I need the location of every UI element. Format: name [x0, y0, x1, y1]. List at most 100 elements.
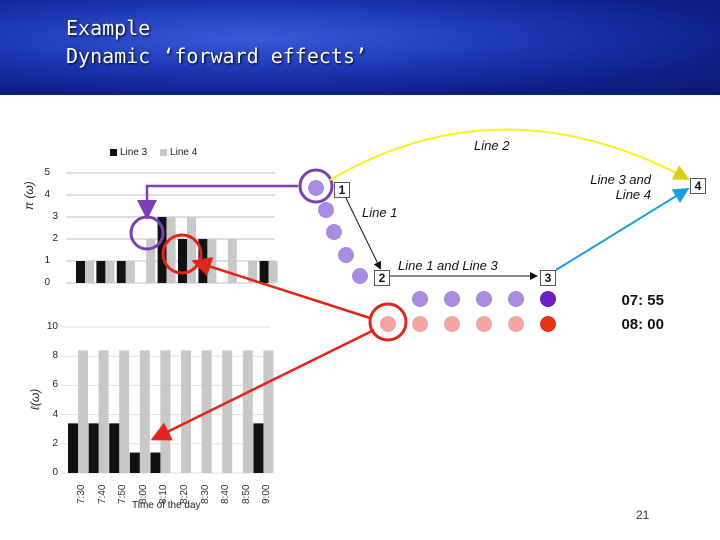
badge-3: 3: [540, 270, 556, 286]
label-line2: Line 2: [474, 138, 510, 153]
label-line1-and-line3: Line 1 and Line 3: [398, 258, 498, 273]
black-arrow-line1: [341, 189, 381, 270]
purple-dot: [318, 202, 334, 218]
top-bar-line4: [248, 261, 258, 283]
bottom-bar-line4: [181, 350, 191, 473]
bottom-chart-xtick: 7:30: [76, 484, 87, 504]
bottom-bar-line3: [129, 452, 140, 473]
red-target-ring-top: [161, 233, 203, 275]
top-chart-ytick: 2: [52, 233, 58, 244]
bottom-chart-xtick: 7:50: [117, 484, 129, 504]
bottom-bar-line4: [119, 350, 130, 473]
pink-dot: [412, 316, 428, 332]
bottom-chart-xtick: 9:00: [261, 484, 273, 504]
top-bar-line4: [187, 217, 196, 283]
bottom-chart-xtick: 8:30: [199, 484, 211, 504]
purple-dot: [352, 268, 368, 284]
bottom-chart-ytick: 0: [52, 467, 58, 478]
red-connector-arrow-bottom: [150, 328, 375, 441]
bottom-chart-xlabel: Time of the day: [132, 500, 201, 511]
pink-dot: [380, 316, 396, 332]
bottom-chart-xtick: 8:40: [220, 484, 232, 504]
bottom-chart-ytick: 10: [46, 321, 58, 332]
label-line1: Line 1: [362, 205, 398, 220]
time-label-0800: 08: 00: [621, 316, 664, 333]
legend-swatch-line4: [160, 149, 168, 156]
bottom-bar-line4: [78, 350, 88, 473]
pink-dot: [444, 316, 460, 332]
badge-1: 1: [334, 182, 350, 198]
yellow-arrow-line2: [329, 128, 690, 181]
bottom-bar-line4: [242, 350, 253, 473]
chart-legend: Line 3 Line 4: [110, 147, 197, 158]
legend-label-line4: Line 4: [170, 147, 198, 158]
red-dot-dark: [540, 316, 556, 332]
slide-title-line2: Dynamic ‘forward effects’: [66, 44, 368, 68]
bottom-chart-ytick: 4: [52, 408, 58, 420]
top-bar-line4: [166, 217, 176, 283]
purple-highlight-ring: [298, 168, 334, 204]
purple-dot: [508, 291, 524, 307]
bottom-bar-line3: [68, 423, 78, 473]
blue-arrow-line3-line4: [555, 187, 690, 271]
purple-dot: [338, 247, 354, 263]
bottom-chart-ytick: 6: [52, 379, 58, 391]
bottom-bar-line4: [222, 350, 233, 473]
top-chart-ylabel: π (ω): [22, 181, 36, 210]
bottom-bar-line4: [98, 350, 109, 473]
bottom-chart-ytick: 8: [52, 350, 58, 362]
label-line3-and-line4: Line 3 and Line 4: [585, 172, 651, 202]
bottom-chart-xtick: 8:50: [240, 484, 252, 504]
top-bar-line4: [227, 239, 237, 283]
top-chart-ytick: 1: [44, 255, 50, 266]
top-bar-line3: [96, 261, 106, 283]
bottom-bar-line4: [139, 350, 150, 473]
top-bar-line4: [105, 261, 115, 283]
bottom-bar-line3: [88, 423, 99, 473]
purple-dot: [476, 291, 492, 307]
top-bar-line3: [116, 261, 126, 283]
top-chart-ytick: 5: [44, 167, 50, 178]
top-bar-line4: [207, 239, 217, 283]
legend-label-line3: Line 3: [120, 147, 148, 158]
slide-title: Example Dynamic ‘forward effects’: [66, 14, 367, 70]
bottom-bar-line4: [160, 350, 171, 473]
label-line3-and-line4-b: Line 4: [615, 187, 651, 202]
label-line3-and-line4-a: Line 3 and: [590, 172, 651, 187]
top-bar-line3: [259, 261, 269, 283]
top-chart-ytick: 0: [44, 277, 50, 288]
slide-number: 21: [636, 508, 650, 522]
red-connector-arrow-top: [191, 257, 371, 320]
time-label-0755: 07: 55: [621, 292, 664, 309]
bottom-chart-ytick: 2: [52, 437, 58, 449]
purple-dot: [326, 224, 342, 240]
bottom-bar-line3: [253, 423, 264, 473]
pink-dot: [508, 316, 524, 332]
top-bar-line4: [85, 261, 94, 283]
badge-4: 4: [690, 178, 706, 194]
top-bar-line4: [146, 239, 156, 283]
bottom-chart-ylabel: ℓ(ω): [28, 388, 42, 410]
red-highlight-ring: [368, 302, 408, 342]
top-chart-ytick: 4: [44, 189, 50, 200]
purple-dot-dark: [540, 291, 556, 307]
purple-connector-arrow: [137, 184, 298, 220]
bottom-bar-line3: [109, 423, 120, 473]
badge-2: 2: [374, 270, 390, 286]
top-bar-line4: [125, 261, 135, 283]
purple-dot: [444, 291, 460, 307]
purple-dot: [308, 180, 324, 196]
bottom-bar-line4: [263, 350, 274, 473]
top-chart-ytick: 3: [52, 211, 58, 222]
slide-title-line1: Example: [66, 16, 151, 40]
pink-dot: [476, 316, 492, 332]
title-banner: [0, 0, 720, 95]
bottom-chart-xtick: 7:40: [96, 484, 108, 504]
top-bar-line3: [76, 261, 85, 283]
legend-swatch-line3: [110, 149, 117, 156]
top-bar-line4: [268, 261, 278, 283]
purple-dot: [412, 291, 428, 307]
top-bar-line3: [178, 239, 187, 283]
bottom-bar-line3: [150, 452, 161, 473]
